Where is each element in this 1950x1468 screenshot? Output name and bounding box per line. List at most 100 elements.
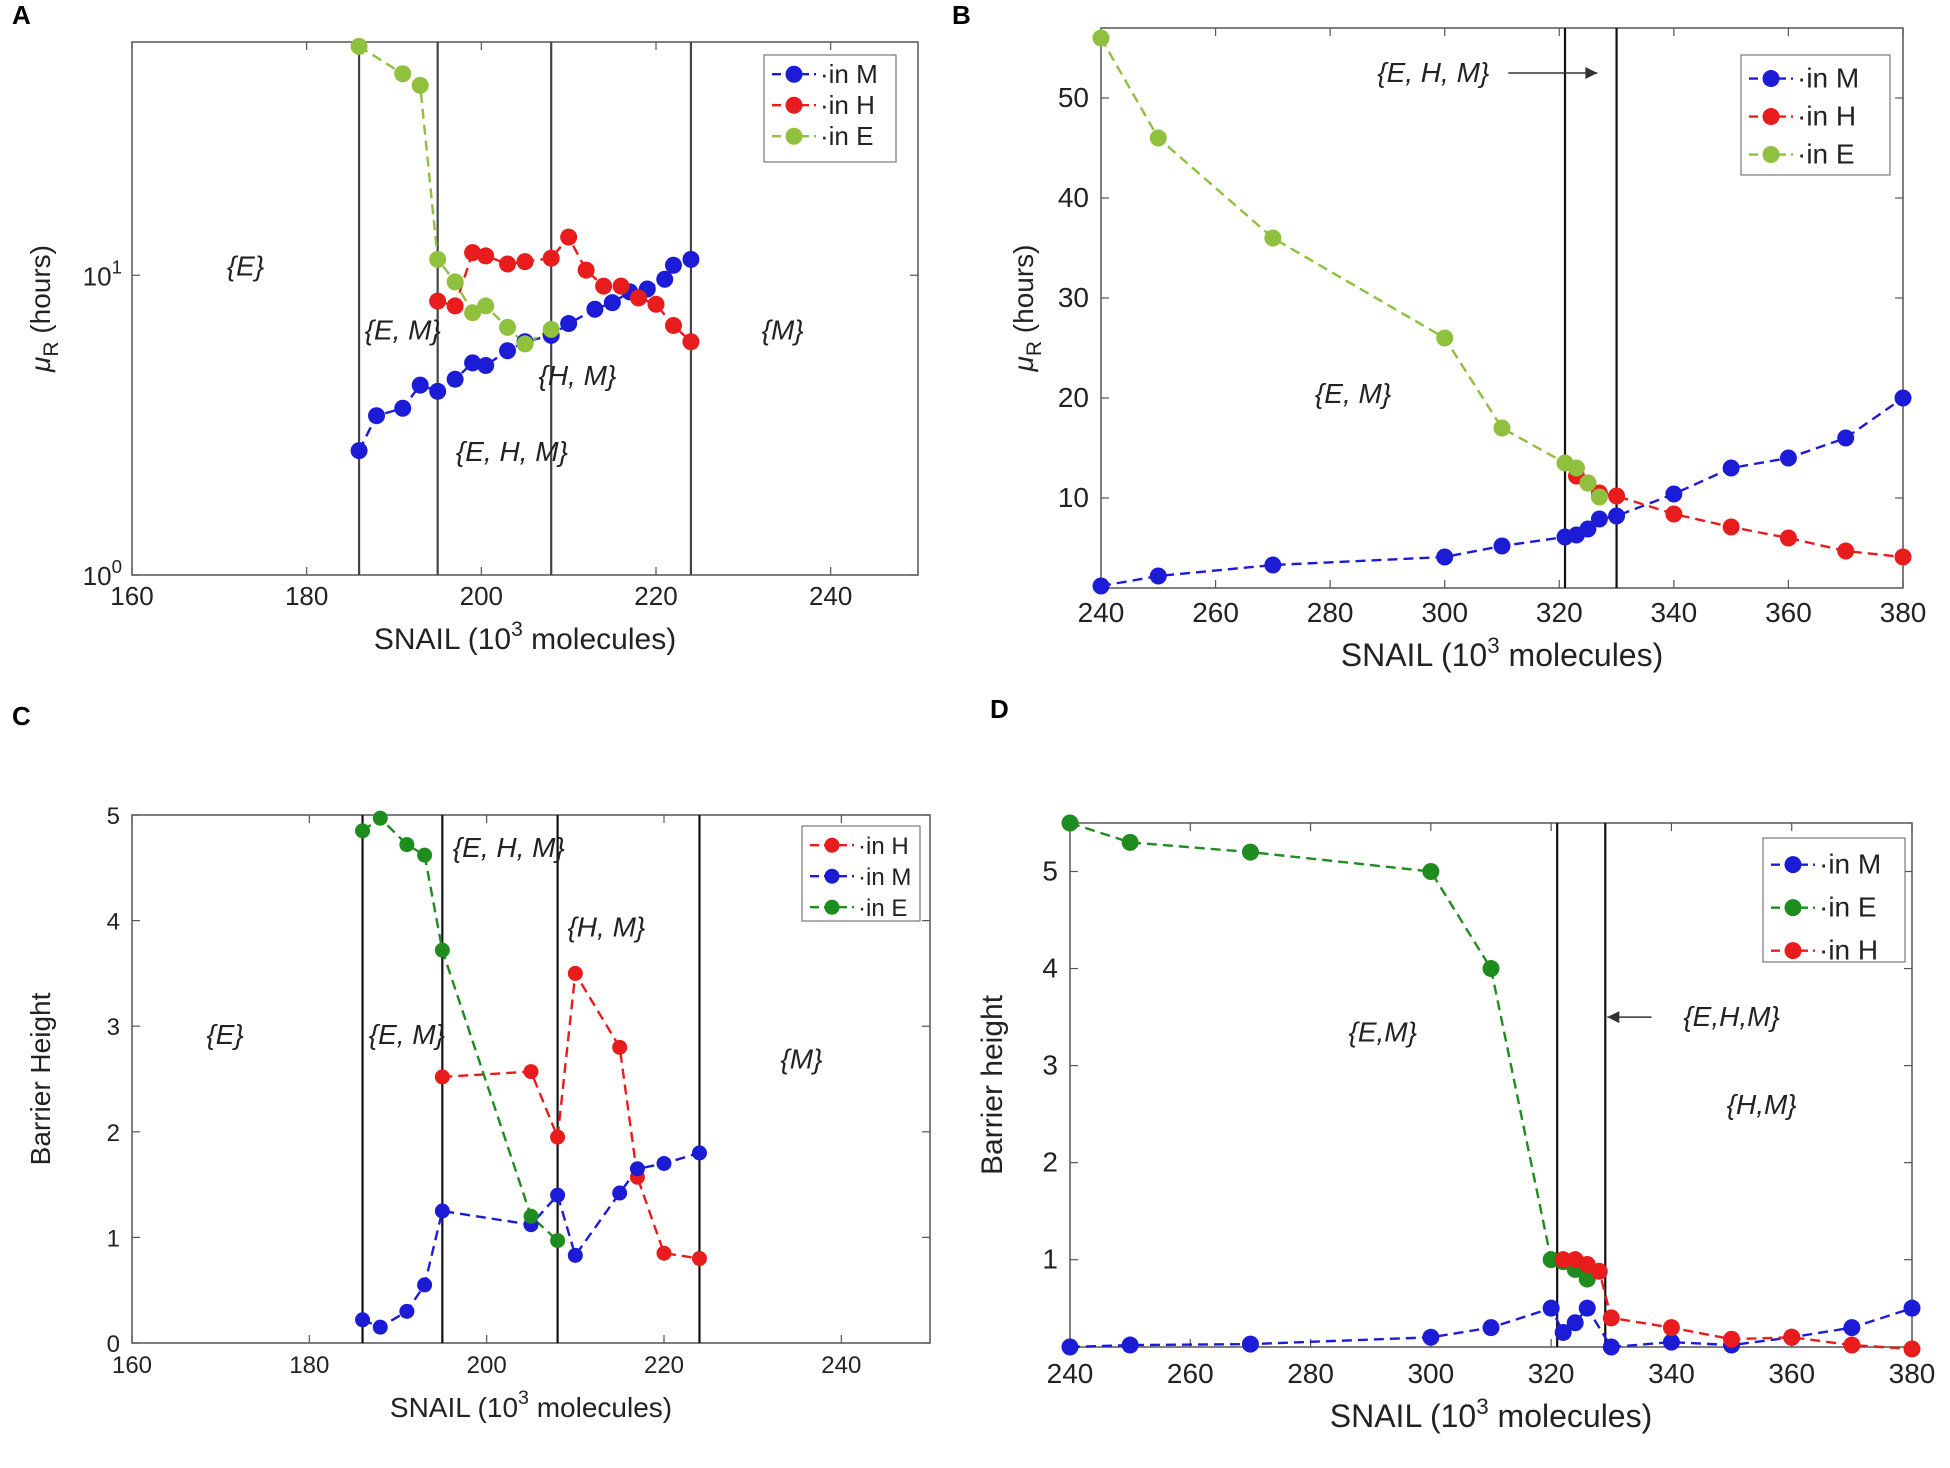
data-point-in-h	[1608, 487, 1626, 505]
y-tick-label: 50	[1058, 82, 1089, 113]
x-tick-label: 240	[1047, 1358, 1094, 1389]
panel-label: C	[12, 701, 31, 731]
y-tick-label: 2	[107, 1120, 120, 1147]
data-point-in-e	[434, 942, 450, 958]
data-point-in-m	[411, 376, 429, 394]
x-tick-label: 240	[1078, 597, 1125, 628]
data-point-in-e	[1493, 419, 1511, 437]
data-point-in-e	[350, 37, 368, 55]
y-tick-label: 100	[83, 556, 122, 591]
data-point-in-m	[567, 1247, 583, 1263]
data-point-in-h	[477, 247, 495, 265]
data-point-in-h	[1723, 1330, 1741, 1348]
region-label: {E, H, M}	[456, 436, 568, 467]
x-axis-label: SNAIL (103 molecules)	[374, 618, 676, 656]
panel-label: D	[990, 694, 1009, 724]
data-point-in-m	[1554, 1323, 1572, 1341]
legend-entry: ·in M	[820, 59, 878, 89]
data-point-in-m	[1662, 1333, 1680, 1351]
x-tick-label: 180	[289, 1352, 329, 1379]
data-point-in-e	[499, 318, 517, 336]
legend-entry: ·in M	[1797, 63, 1859, 94]
data-point-in-h	[1894, 548, 1912, 566]
data-point-in-e	[1422, 863, 1440, 881]
data-point-in-h	[1903, 1340, 1921, 1358]
region-label: {M}	[762, 315, 804, 346]
x-tick-label: 280	[1307, 597, 1354, 628]
legend-marker	[824, 899, 840, 915]
y-tick-label: 4	[1042, 953, 1058, 984]
data-point-in-m	[691, 1145, 707, 1161]
data-point-in-m	[1843, 1319, 1861, 1337]
series-line-in-e	[1099, 37, 1601, 498]
series-line-in-e	[358, 45, 552, 346]
legend-entry: ·in E	[820, 121, 873, 151]
axes-box	[131, 41, 919, 576]
data-point-in-h	[429, 292, 447, 310]
y-tick-label: 5	[107, 803, 120, 830]
data-point-in-h	[464, 244, 482, 262]
data-point-in-e	[1121, 833, 1139, 851]
data-point-in-e	[1061, 814, 1079, 832]
legend-marker	[1784, 899, 1802, 917]
data-point-in-e	[429, 250, 447, 268]
annotation-label: {E,H,M}	[1683, 1001, 1779, 1032]
data-point-in-h	[612, 1039, 628, 1055]
data-point-in-h	[656, 1245, 672, 1261]
data-point-in-m	[399, 1303, 415, 1319]
region-label: {E, H, M}	[453, 832, 565, 863]
region-label: {E, M}	[1315, 378, 1391, 409]
y-tick-label: 1	[1042, 1244, 1058, 1275]
legend-entry: ·in E	[1819, 892, 1877, 923]
x-tick-label: 360	[1768, 1358, 1815, 1389]
region-label: {E,M}	[1349, 1016, 1417, 1047]
legend-marker	[1784, 942, 1802, 960]
data-point-in-h	[1590, 1262, 1608, 1280]
data-point-in-h	[1837, 542, 1855, 560]
data-point-in-m	[417, 1277, 433, 1293]
data-point-in-h	[1783, 1328, 1801, 1346]
legend-entry: ·in E	[1797, 139, 1855, 170]
data-point-in-m	[550, 1187, 566, 1203]
data-point-in-h	[1602, 1309, 1620, 1327]
legend-box	[801, 825, 921, 922]
data-point-in-m	[1493, 537, 1511, 555]
x-tick-label: 320	[1528, 1358, 1575, 1389]
data-point-in-m	[1542, 1299, 1560, 1317]
data-point-in-m	[1894, 389, 1912, 407]
annotation-label: {E, H, M}	[1377, 57, 1489, 88]
data-point-in-m	[586, 300, 604, 318]
data-point-in-m	[1779, 449, 1797, 467]
data-point-in-e	[464, 304, 482, 322]
data-point-in-e	[1241, 843, 1259, 861]
x-tick-label: 380	[1889, 1358, 1936, 1389]
data-point-in-m	[612, 1185, 628, 1201]
legend-entry: ·in H	[1819, 935, 1878, 966]
y-tick-label: 10	[1058, 482, 1089, 513]
data-point-in-h	[630, 289, 648, 307]
data-point-in-h	[542, 249, 560, 267]
data-point-in-m	[434, 1203, 450, 1219]
y-tick-label: 3	[1042, 1050, 1058, 1081]
y-tick-label: 4	[107, 909, 120, 936]
data-point-in-e	[550, 1233, 566, 1249]
data-point-in-m	[1590, 510, 1608, 528]
data-point-in-e	[1436, 329, 1454, 347]
data-point-in-m	[1264, 556, 1282, 574]
x-axis-label: SNAIL (103 molecules)	[1330, 1394, 1653, 1434]
panel-B: B 240 260 280 300 320 340 360 380 10 20 30 40 50 SNAIL…	[952, 0, 1926, 673]
y-axis-label: μR (hours)	[1008, 245, 1046, 373]
y-axis-label: μR (hours)	[25, 245, 63, 373]
data-point-in-m	[656, 270, 674, 288]
region-label: {M}	[780, 1043, 822, 1074]
x-tick-label: 260	[1192, 597, 1239, 628]
y-tick-label: 40	[1058, 182, 1089, 213]
data-point-in-m	[1436, 548, 1454, 566]
x-tick-label: 380	[1880, 597, 1927, 628]
x-tick-label: 160	[112, 1352, 152, 1379]
data-point-in-h	[499, 255, 517, 273]
y-axis-label: Barrier Height	[25, 992, 56, 1165]
data-point-in-m	[1121, 1336, 1139, 1354]
legend-marker	[785, 127, 803, 145]
